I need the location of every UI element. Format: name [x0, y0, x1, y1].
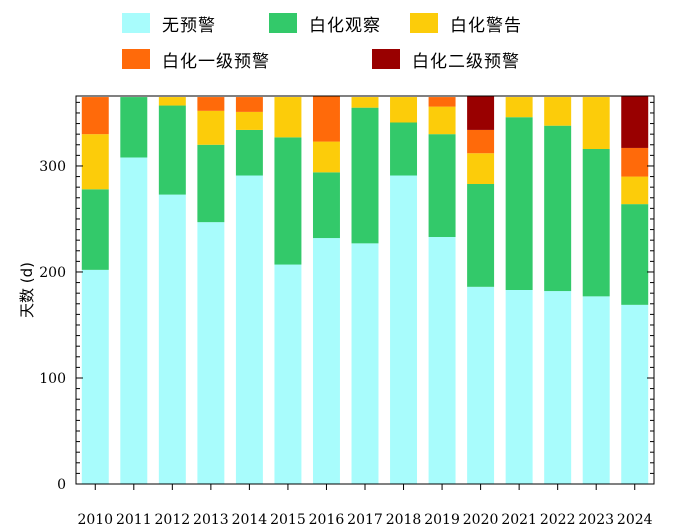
x-tick-label: 2016 [309, 512, 345, 528]
x-tick-label: 2014 [232, 512, 268, 528]
x-tick-label: 2013 [193, 512, 229, 528]
bar-segment [351, 107, 379, 244]
x-tick-label: 2020 [463, 512, 499, 528]
x-tick-label: 2018 [386, 512, 422, 528]
plot-frame [75, 95, 655, 485]
legend-item-watch: 白化观察 [269, 8, 381, 38]
bar-segment [312, 141, 340, 173]
y-tick-label: 0 [57, 477, 66, 493]
bar-segment [351, 243, 379, 484]
bar-segment [120, 157, 148, 485]
legend-label: 白化一级预警 [162, 51, 270, 72]
x-tick-label: 2024 [617, 512, 653, 528]
bar-segment [81, 134, 109, 190]
bar-segment [390, 122, 418, 176]
bar-segment [621, 96, 649, 148]
bar-segment [158, 105, 186, 195]
bar-segment [197, 144, 225, 223]
bar-segment [274, 97, 302, 138]
x-tick-label: 2019 [424, 512, 460, 528]
y-tick-label: 100 [39, 371, 66, 387]
bar-segment [621, 204, 649, 305]
bar-segment [81, 97, 109, 135]
bar-segment [274, 264, 302, 484]
x-tick-label: 2023 [578, 512, 614, 528]
legend-item-alert-1: 白化一级预警 [122, 44, 270, 74]
bar-segment [197, 97, 225, 111]
bar-segment [621, 176, 649, 205]
bar-segment [467, 153, 495, 184]
bar-segment [467, 183, 495, 287]
legend-label: 白化观察 [309, 15, 381, 36]
legend-label: 白化二级预警 [412, 51, 520, 72]
bar-segment [428, 236, 456, 484]
bar-segment [197, 222, 225, 484]
bar-segment [621, 304, 649, 484]
legend-item-none: 无预警 [122, 8, 216, 38]
bar-segment [390, 175, 418, 485]
bar-segment [158, 97, 186, 106]
axes-group: 2010 2011 2012 2013 2014 2015 2016 2017 2018 2019… [39, 95, 655, 528]
y-axis-label: 天数 (d) [18, 262, 36, 318]
bar-segment [235, 129, 263, 176]
x-tick-label: 2011 [116, 512, 152, 528]
bar-segment [351, 97, 379, 108]
bar-segment [312, 238, 340, 484]
x-tick-label: 2010 [77, 512, 113, 528]
x-tick-label: 2015 [270, 512, 306, 528]
y-tick-label: 300 [39, 159, 66, 175]
bar-segment [467, 129, 495, 154]
bar-segment [544, 97, 572, 126]
bar-segment [197, 110, 225, 145]
bar-segment [312, 96, 340, 142]
bar-segment [428, 97, 456, 107]
bar-segment [582, 296, 610, 484]
legend-label: 白化警告 [450, 15, 522, 36]
legend: 无预警 白化观察 白化警告 白化一级预警 白化二级预警 [0, 0, 700, 80]
bar-segment [81, 189, 109, 270]
bar-segment [582, 149, 610, 297]
bar-segment [235, 175, 263, 485]
legend-swatch [372, 49, 400, 69]
x-tick-label: 2021 [501, 512, 537, 528]
bar-segment [505, 290, 533, 484]
bar-segment [505, 117, 533, 291]
bar-segment [544, 125, 572, 292]
x-tick-label: 2022 [540, 512, 576, 528]
bar-segment [158, 194, 186, 485]
legend-swatch [122, 13, 150, 33]
legend-label: 无预警 [162, 15, 216, 36]
bar-segment [428, 106, 456, 135]
legend-item-alert-2: 白化二级预警 [372, 44, 520, 74]
bar-segment [390, 97, 418, 123]
x-tick-label: 2017 [347, 512, 383, 528]
bar-segment [505, 97, 533, 118]
bar-segment [120, 97, 148, 158]
bar-segment [467, 96, 495, 130]
y-tick-label: 200 [39, 265, 66, 281]
legend-swatch [410, 13, 438, 33]
x-tick-label: 2012 [155, 512, 191, 528]
bar-segment [312, 172, 340, 239]
bar-segment [582, 97, 610, 150]
legend-swatch [269, 13, 297, 33]
legend-item-warning: 白化警告 [410, 8, 522, 38]
bar-segment [428, 134, 456, 237]
bar-segment [621, 147, 649, 177]
bars-group [81, 96, 649, 485]
bar-segment [235, 97, 263, 112]
bar-segment [81, 269, 109, 484]
legend-swatch [122, 49, 150, 69]
bar-segment [544, 291, 572, 484]
bar-segment [274, 137, 302, 265]
bar-segment [467, 286, 495, 484]
bar-segment [235, 111, 263, 130]
